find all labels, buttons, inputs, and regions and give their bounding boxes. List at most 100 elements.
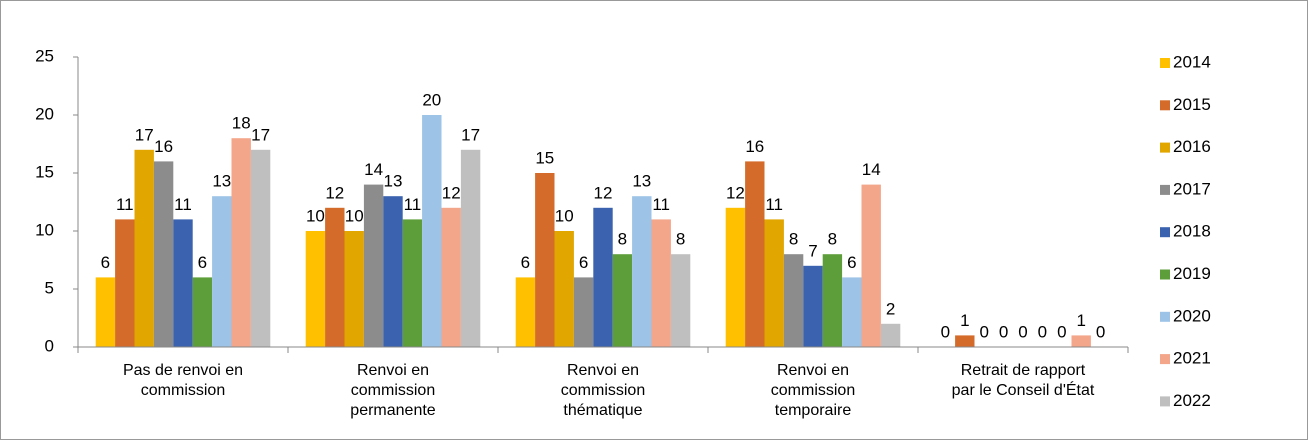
data-label: 6 (579, 253, 588, 272)
bar (383, 196, 403, 347)
data-label: 17 (135, 125, 154, 144)
bar (212, 196, 232, 347)
data-label: 14 (862, 160, 881, 179)
data-label: 0 (999, 322, 1008, 341)
bar (632, 196, 652, 347)
bar (250, 149, 271, 347)
data-label: 0 (1057, 322, 1066, 341)
bar (192, 277, 213, 347)
bar (95, 277, 116, 347)
bar (593, 207, 613, 347)
bar (803, 265, 823, 347)
data-label: 11 (652, 195, 670, 214)
bar (554, 231, 574, 347)
y-tick-label: 15 (35, 162, 54, 181)
legend-label: 2021 (1173, 349, 1211, 368)
data-label: 0 (941, 322, 950, 341)
legend-swatch (1160, 100, 1170, 111)
bar (573, 277, 594, 347)
bar (612, 254, 633, 347)
data-label: 14 (364, 160, 383, 179)
x-tick-label: Pas de renvoi en commission (122, 362, 244, 399)
bar (153, 161, 174, 347)
y-tick-label: 5 (45, 278, 54, 297)
bar (173, 219, 193, 347)
legend-swatch (1160, 184, 1170, 195)
y-tick-label: 0 (45, 336, 54, 355)
data-label: 6 (198, 253, 207, 272)
data-label: 10 (345, 206, 364, 225)
bar (725, 207, 746, 347)
x-tick-label: Renvoi en commission permanente (350, 362, 436, 419)
legend-swatch (1160, 354, 1170, 365)
y-tick-label: 25 (35, 46, 54, 65)
x-tick-label: Renvoi en commission temporaire (770, 362, 856, 419)
bar (515, 277, 536, 347)
legend-swatch (1160, 311, 1170, 322)
legend-swatch (1160, 58, 1170, 68)
bar (783, 254, 804, 347)
data-label: 12 (726, 183, 745, 202)
data-label: 6 (101, 253, 110, 272)
data-label: 8 (828, 230, 837, 249)
data-label: 18 (232, 114, 251, 133)
bar (402, 219, 423, 347)
data-label: 11 (765, 195, 783, 214)
bar (842, 277, 862, 347)
bar (880, 323, 901, 347)
bar (670, 254, 691, 347)
legend-label: 2019 (1173, 264, 1211, 283)
data-label: 12 (442, 183, 461, 202)
data-label: 1 (960, 311, 969, 330)
bar (535, 173, 555, 347)
data-label: 12 (594, 183, 613, 202)
bar (460, 149, 481, 347)
data-label: 11 (174, 195, 192, 214)
data-label: 0 (979, 322, 988, 341)
bar (115, 219, 135, 347)
data-label: 7 (808, 241, 817, 260)
bar (231, 138, 251, 347)
data-label: 1 (1076, 311, 1085, 330)
data-label: 6 (521, 253, 530, 272)
data-label: 20 (422, 90, 441, 109)
bar (363, 184, 384, 347)
data-label: 8 (789, 230, 798, 249)
y-tick-label: 10 (35, 220, 54, 239)
bar (422, 115, 442, 347)
bar (822, 254, 843, 347)
data-label: 0 (1018, 322, 1027, 341)
bar (745, 161, 765, 347)
data-label: 8 (676, 230, 685, 249)
data-label: 11 (404, 195, 422, 214)
data-label: 10 (555, 206, 574, 225)
x-tick-label: Retrait de rapport par le Conseil d'État (951, 362, 1095, 399)
data-label: 0 (1038, 322, 1047, 341)
legend-swatch (1160, 269, 1170, 280)
data-label: 17 (251, 125, 270, 144)
bar (325, 207, 345, 347)
legend-label: 2015 (1173, 95, 1211, 114)
data-label: 16 (154, 137, 173, 156)
data-label: 13 (212, 172, 231, 191)
data-label: 13 (384, 172, 403, 191)
data-label: 2 (886, 299, 895, 318)
y-tick-label: 20 (35, 104, 54, 123)
legend-swatch (1160, 227, 1170, 238)
x-tick-label: Renvoi en commission thématique (560, 362, 646, 419)
bar (134, 149, 154, 347)
data-label: 15 (535, 148, 554, 167)
legend-label: 2017 (1173, 179, 1211, 198)
legend-swatch (1160, 142, 1170, 153)
bar (861, 184, 881, 347)
bar (441, 207, 461, 347)
data-label: 13 (632, 172, 651, 191)
bar (651, 219, 671, 347)
legend-swatch (1160, 396, 1170, 407)
data-label: 11 (116, 195, 134, 214)
data-label: 12 (325, 183, 344, 202)
bar (1071, 335, 1091, 347)
data-label: 8 (618, 230, 627, 249)
